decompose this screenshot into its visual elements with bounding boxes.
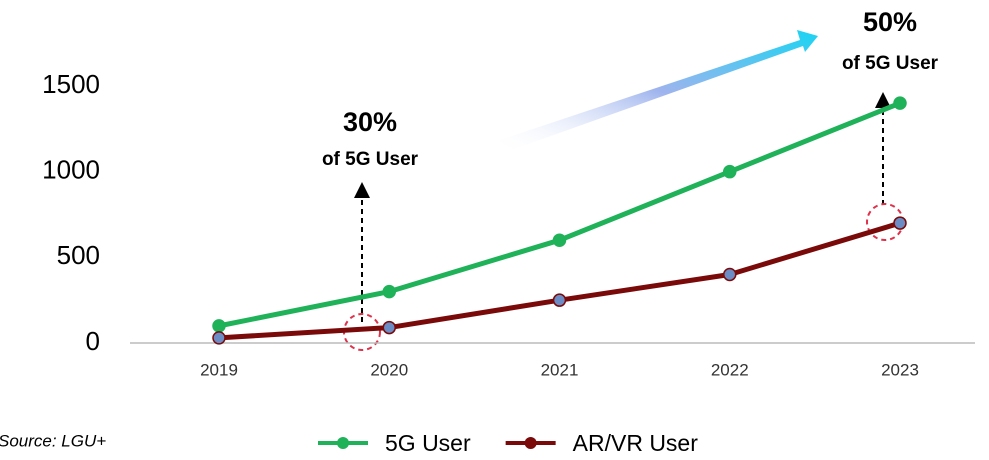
legend-marker xyxy=(524,437,537,449)
trend-arrow xyxy=(500,30,818,152)
x-tick-label: 2020 xyxy=(370,360,408,379)
annotation: of 5G User xyxy=(842,53,939,74)
point xyxy=(893,96,907,110)
y-tick-label: 0 xyxy=(86,326,100,356)
point xyxy=(382,284,396,299)
point xyxy=(552,233,567,247)
x-tick-label: 2022 xyxy=(711,360,749,379)
point xyxy=(723,267,737,282)
series-line xyxy=(218,100,901,329)
point xyxy=(382,320,396,335)
point xyxy=(212,319,226,333)
legend-label: 5G User xyxy=(385,430,471,456)
x-tick-label: 2021 xyxy=(541,360,579,379)
point xyxy=(893,216,907,230)
annotation: of 5G User xyxy=(322,149,419,170)
x-tick-label: 2023 xyxy=(881,360,919,379)
legend-marker xyxy=(337,437,349,449)
y-tick-label: 500 xyxy=(57,240,100,270)
source: Source: LGU+ xyxy=(0,431,106,450)
annotation: 50% xyxy=(863,7,917,37)
annotation: 30% xyxy=(343,107,397,137)
y-tick-label: 1500 xyxy=(42,69,100,99)
y-tick-label: 1000 xyxy=(42,155,100,185)
legend-label: AR/VR User xyxy=(573,430,699,456)
point xyxy=(723,164,737,179)
point xyxy=(212,331,226,345)
point xyxy=(552,293,567,307)
x-tick-label: 2019 xyxy=(200,360,238,379)
